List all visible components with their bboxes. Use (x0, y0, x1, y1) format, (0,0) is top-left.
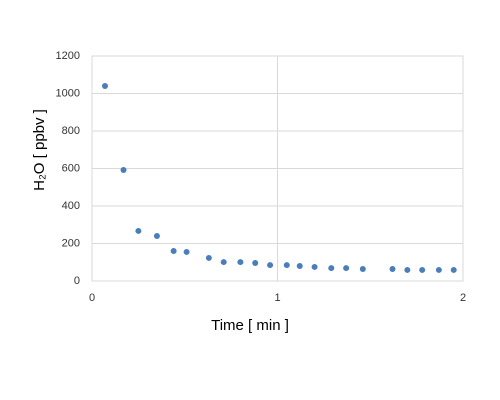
point (450, 266, 457, 273)
x-tick-label: 0 (89, 292, 95, 304)
x-tick-label: 1 (274, 292, 280, 304)
point (205, 254, 212, 261)
y-tick-label: 200 (62, 237, 80, 249)
point (343, 265, 350, 272)
y-axis-title: H₂O [ ppbv ] (31, 109, 48, 191)
point (237, 259, 244, 266)
point (296, 263, 303, 269)
point (311, 263, 318, 270)
point (170, 248, 177, 254)
point (220, 259, 227, 266)
point (267, 262, 274, 269)
point (419, 266, 426, 273)
y-tick-label: 600 (62, 162, 80, 174)
y-tick-label: 800 (62, 125, 80, 137)
point (135, 227, 142, 234)
point (252, 260, 259, 266)
point (404, 266, 411, 273)
x-tick-label: 2 (460, 292, 466, 304)
point (101, 83, 108, 89)
point (359, 266, 366, 272)
y-tick-label: 400 (62, 200, 80, 212)
point (435, 266, 442, 273)
point (153, 233, 160, 239)
point (283, 262, 290, 269)
point (328, 265, 335, 272)
y-tick-label: 0 (74, 275, 80, 287)
x-axis-title: Time [ min ] (211, 317, 289, 334)
y-tick-label: 1000 (56, 87, 80, 99)
y-tick-label: 1200 (56, 50, 80, 62)
point (389, 266, 396, 272)
point (183, 248, 190, 255)
point (120, 167, 127, 173)
